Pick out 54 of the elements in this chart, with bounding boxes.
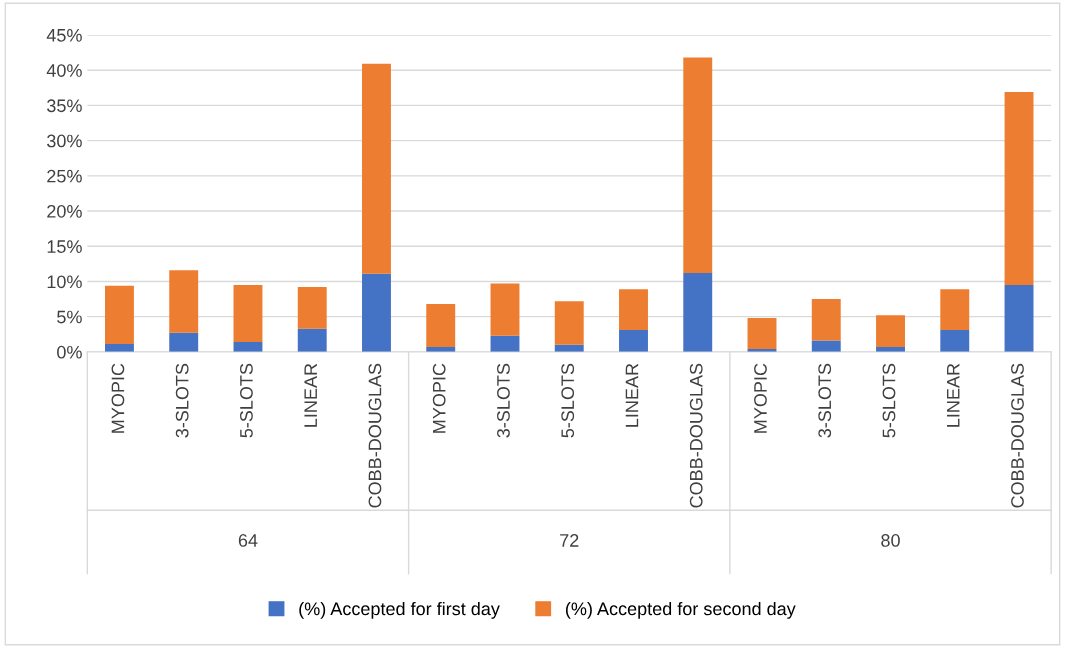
bar <box>105 344 134 352</box>
legend-label: (%) Accepted for first day <box>299 601 500 619</box>
x-tick-label: 5-SLOTS <box>240 363 253 438</box>
bar <box>683 273 713 352</box>
x-tick-label: 5-SLOTS <box>882 363 896 438</box>
bar <box>1004 92 1034 285</box>
bar <box>297 287 327 329</box>
bar <box>554 301 584 345</box>
bar <box>876 315 905 347</box>
bar <box>105 285 134 345</box>
y-tick-label: 10% <box>47 275 82 289</box>
bar <box>169 270 199 333</box>
x-tick-label: LINEAR <box>947 363 960 427</box>
bar <box>619 289 648 331</box>
x-tick-label: 3-SLOTS <box>175 363 189 438</box>
x-tick-label: LINEAR <box>304 363 317 427</box>
text: 64 <box>238 534 258 547</box>
y-tick-label: 30% <box>47 134 82 148</box>
bar <box>362 63 391 274</box>
x-tick-label: 3-SLOTS <box>497 363 510 438</box>
y-tick-label: 35% <box>47 99 82 113</box>
bar <box>940 330 970 352</box>
y-tick-label: 20% <box>47 204 82 218</box>
bar <box>619 330 648 352</box>
y-tick-label: 0% <box>57 345 82 359</box>
x-tick-label: LINEAR <box>625 363 639 427</box>
y-tick-label: 5% <box>57 310 82 324</box>
x-tick-label: COBB-DOUGLAS <box>1011 363 1024 508</box>
bar <box>362 273 391 352</box>
text: 80 <box>881 534 900 547</box>
bar <box>683 57 713 273</box>
text: 72 <box>560 534 579 547</box>
bar <box>747 318 777 350</box>
y-tick-label: 25% <box>47 169 82 183</box>
x-tick-label: 3-SLOTS <box>818 363 832 438</box>
x-tick-label: MYOPIC <box>111 363 125 433</box>
x-tick-label: COBB-DOUGLAS <box>368 363 382 508</box>
bar <box>490 283 520 336</box>
bar <box>297 328 327 352</box>
bar <box>811 299 841 341</box>
x-tick-label: MYOPIC <box>754 363 767 433</box>
bar <box>426 303 456 347</box>
y-tick-label: 15% <box>47 240 82 253</box>
legend-label: (%) Accepted for second day <box>566 601 796 619</box>
bar <box>940 289 970 331</box>
bar <box>169 332 199 352</box>
bar <box>490 335 520 352</box>
x-tick-label: COBB-DOUGLAS <box>689 363 703 508</box>
x-tick-label: 5-SLOTS <box>561 363 575 438</box>
y-tick-label: 40% <box>46 64 82 77</box>
bar <box>233 284 263 343</box>
y-tick-label: 45% <box>46 29 82 42</box>
bar <box>1004 284 1034 352</box>
x-tick-label: MYOPIC <box>432 363 446 433</box>
